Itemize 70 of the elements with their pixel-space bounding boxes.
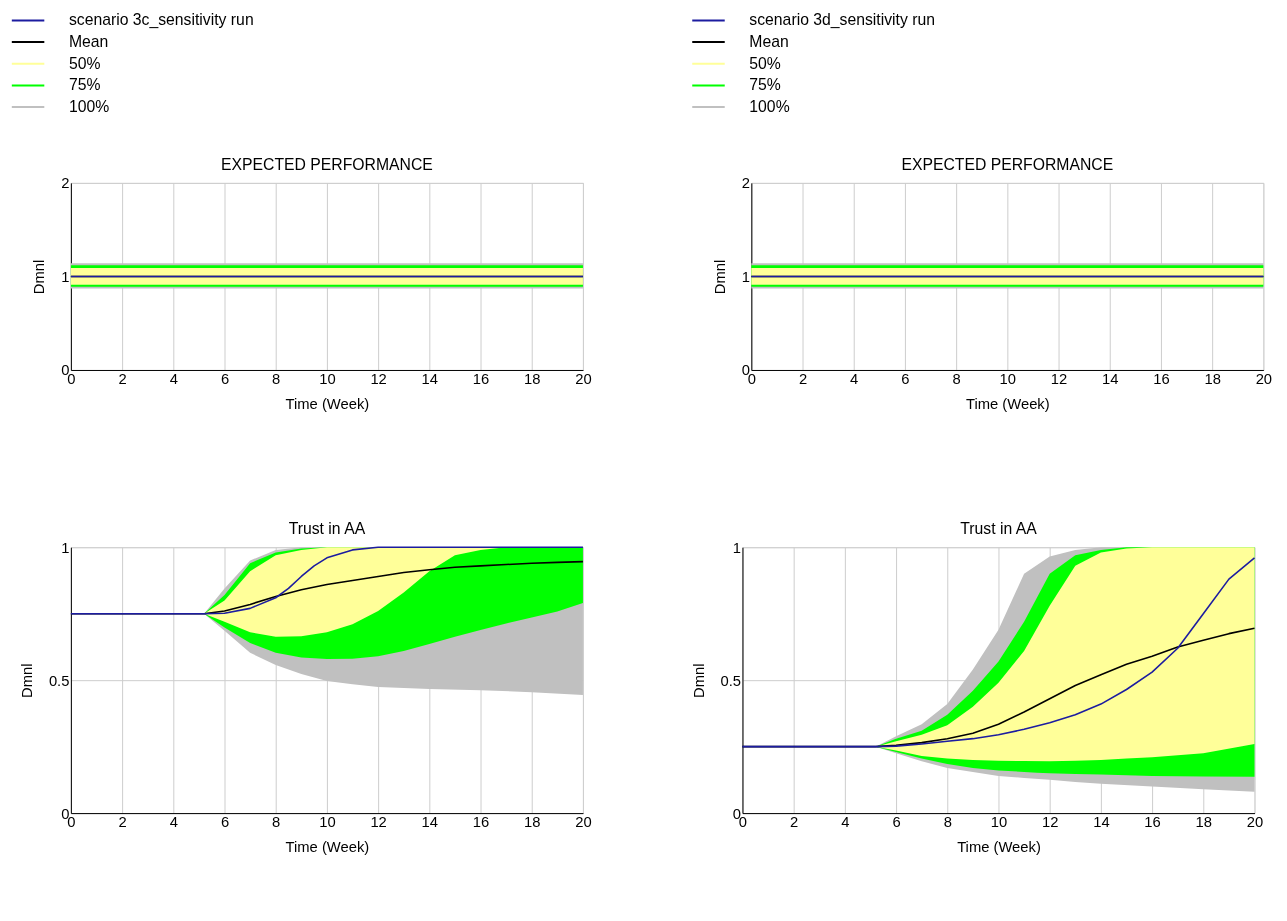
x-tick-label: 8: [272, 814, 281, 831]
y-tick-label: 1: [741, 268, 750, 285]
chart-title: EXPECTED PERFORMANCE: [221, 156, 433, 174]
x-tick-label: 20: [575, 371, 592, 388]
x-tick-label: 12: [1050, 371, 1068, 388]
x-tick-label: 18: [524, 371, 541, 388]
x-tick-label: 6: [220, 814, 230, 831]
legend-label: 75%: [749, 76, 781, 94]
x-tick-label: 4: [841, 814, 850, 831]
legend-label: scenario 3c_sensitivity run: [68, 11, 254, 30]
y-tick-label: 2: [741, 175, 750, 192]
x-tick-label: 14: [1102, 371, 1119, 388]
y-axis-title: Dmnl: [31, 259, 48, 295]
chart-title: EXPECTED PERFORMANCE: [901, 156, 1114, 174]
x-tick-label: 18: [1195, 814, 1213, 831]
legend-label: scenario 3d_sensitivity run: [749, 11, 935, 30]
x-tick-label: 6: [901, 371, 910, 388]
y-tick-label: 1: [61, 539, 70, 556]
x-tick-label: 12: [1041, 814, 1059, 831]
y-axis-title: Dmnl: [690, 663, 707, 698]
x-tick-label: 4: [169, 371, 178, 388]
x-tick-label: 8: [272, 371, 281, 388]
x-tick-label: 16: [472, 371, 490, 388]
x-tick-label: 2: [118, 814, 127, 831]
x-tick-label: 10: [319, 814, 336, 831]
x-tick-label: 16: [1144, 814, 1161, 831]
x-tick-label: 14: [421, 371, 439, 388]
x-tick-label: 20: [1255, 371, 1273, 388]
x-tick-label: 18: [1204, 371, 1221, 388]
x-tick-label: 12: [370, 814, 387, 831]
x-axis-title: Time (Week): [957, 839, 1041, 855]
legend-label: 100%: [68, 98, 110, 115]
x-axis-title: Time (Week): [285, 839, 370, 855]
x-tick-label: 6: [892, 814, 901, 831]
legend-label: Mean: [68, 33, 109, 51]
legend-label: 50%: [68, 54, 101, 72]
y-tick-label: 2: [61, 175, 70, 192]
x-axis-title: Time (Week): [965, 395, 1050, 412]
x-tick-label: 12: [370, 371, 387, 388]
x-tick-label: 14: [421, 814, 439, 831]
x-tick-label: 20: [1246, 814, 1264, 831]
y-axis-title: Dmnl: [19, 663, 36, 698]
x-tick-label: 18: [524, 814, 541, 831]
chart-title: Trust in AA: [288, 520, 366, 538]
y-tick-label: 0.5: [48, 672, 70, 689]
chart-title: Trust in AA: [960, 520, 1038, 538]
y-axis-title: Dmnl: [711, 259, 728, 295]
x-axis-title: Time (Week): [285, 395, 370, 412]
y-tick-label: 1: [732, 539, 741, 556]
x-tick-label: 4: [169, 814, 178, 831]
x-tick-label: 16: [1153, 371, 1170, 388]
x-tick-label: 10: [999, 371, 1017, 388]
legend-label: Mean: [749, 33, 789, 51]
x-tick-label: 6: [220, 371, 230, 388]
x-tick-label: 4: [850, 371, 859, 388]
legend-label: 50%: [749, 54, 781, 72]
x-tick-label: 20: [575, 814, 592, 831]
x-tick-label: 2: [118, 371, 127, 388]
x-tick-label: 2: [798, 371, 808, 388]
x-tick-label: 14: [1093, 814, 1110, 831]
x-tick-label: 8: [952, 371, 961, 388]
x-tick-label: 10: [990, 814, 1008, 831]
x-tick-label: 16: [472, 814, 490, 831]
x-tick-label: 8: [943, 814, 952, 831]
y-tick-label: 0.5: [720, 672, 741, 689]
x-tick-label: 10: [319, 371, 336, 388]
legend-label: 100%: [749, 98, 790, 115]
y-tick-label: 1: [61, 268, 70, 285]
legend-label: 75%: [68, 76, 101, 94]
x-tick-label: 2: [790, 814, 799, 831]
